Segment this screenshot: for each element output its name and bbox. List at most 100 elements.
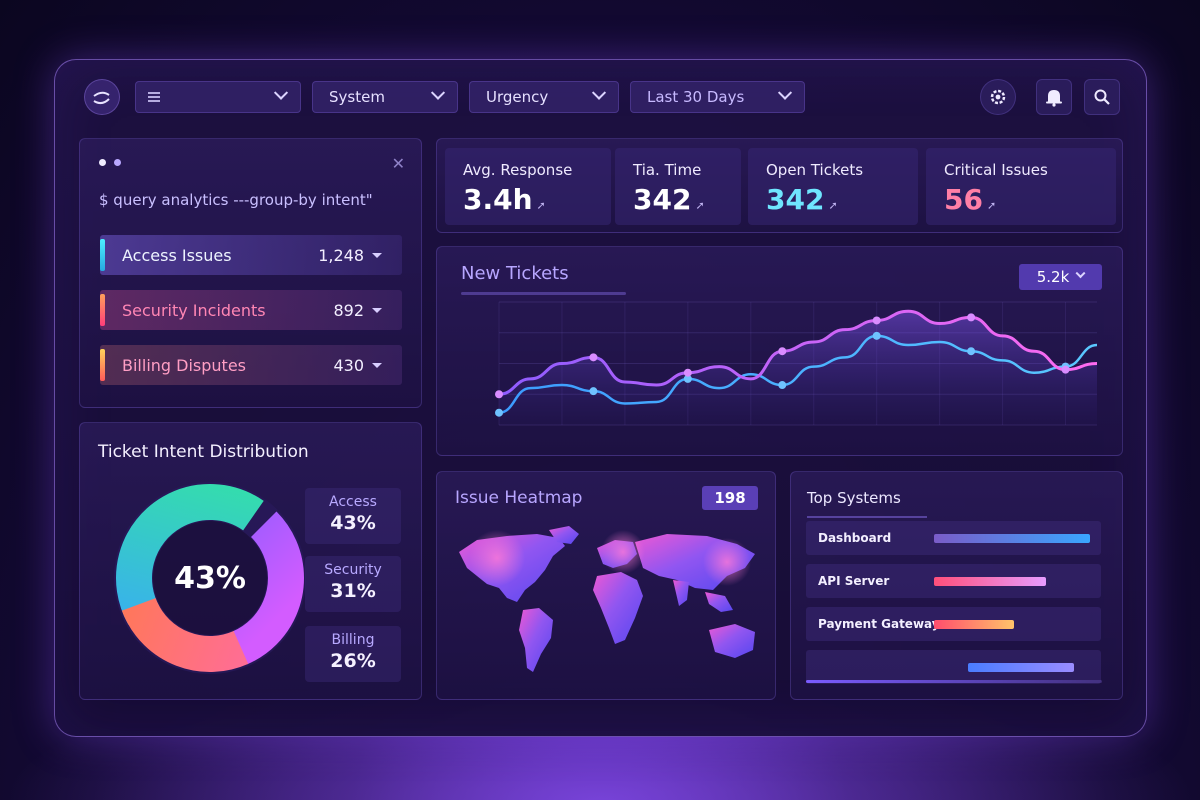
continent-southeast-asia[interactable]	[705, 592, 733, 612]
intent-row-security[interactable]: Security Incidents 892	[100, 290, 402, 330]
donut-chart: 43%	[110, 478, 310, 678]
data-point	[778, 381, 787, 390]
intent-name: Access Issues	[122, 245, 232, 265]
close-icon[interactable]: ✕	[391, 154, 405, 173]
legend-label: Security	[324, 562, 382, 578]
kpi-strip: Avg. Response 3.4h ➚ Tia. Time 342 ➚ Open …	[436, 138, 1123, 233]
system-row-other[interactable]	[806, 650, 1101, 684]
data-point	[872, 331, 881, 340]
caret-down-icon	[372, 252, 382, 258]
chevron-down-icon	[430, 85, 446, 100]
urgency-dropdown-label: Urgency	[486, 88, 549, 106]
kpi-value: 3.4h ➚	[463, 183, 546, 216]
intent-distribution-panel: Ticket Intent Distribution 43% Access	[79, 422, 422, 700]
trend-icon: ➚	[536, 199, 546, 212]
kpi-avg-response[interactable]: Avg. Response 3.4h ➚	[445, 148, 611, 225]
kpi-critical-issues[interactable]: Critical Issues 56 ➚	[926, 148, 1116, 225]
intent-row-access[interactable]: Access Issues 1,248	[100, 235, 402, 275]
title-underline	[807, 516, 927, 518]
window-dot	[99, 159, 106, 166]
continent-greenland[interactable]	[549, 526, 579, 544]
system-name: Payment Gateway	[818, 617, 940, 631]
kpi-value: 342 ➚	[766, 183, 838, 216]
chart-total-badge[interactable]: 5.2k	[1019, 264, 1102, 290]
caret-down-icon	[372, 307, 382, 313]
data-point	[683, 368, 692, 377]
intent-row-billing[interactable]: Billing Disputes 430	[100, 345, 402, 385]
trend-icon: ➚	[695, 199, 705, 212]
system-dropdown-label: System	[329, 88, 385, 106]
intent-color-bar	[100, 294, 105, 326]
data-point	[495, 390, 503, 399]
kpi-label: Avg. Response	[463, 161, 573, 179]
system-row-payment-gateway[interactable]: Payment Gateway	[806, 607, 1101, 641]
system-dropdown[interactable]: System	[312, 81, 458, 113]
legend-label: Access	[329, 494, 377, 510]
chart-title: New Tickets	[461, 263, 569, 284]
trend-icon: ➚	[828, 199, 838, 212]
intent-name: Security Incidents	[122, 300, 266, 320]
issue-heatmap-panel: Issue Heatmap 198	[436, 471, 776, 700]
continent-south-america[interactable]	[519, 608, 553, 672]
kpi-resolution-time[interactable]: Tia. Time 342 ➚	[615, 148, 741, 225]
data-point	[589, 387, 598, 396]
search-icon	[1094, 89, 1110, 105]
system-bar	[968, 663, 1074, 672]
kpi-label: Tia. Time	[633, 161, 702, 179]
chevron-down-icon	[591, 85, 607, 100]
filter-dropdown[interactable]	[135, 81, 301, 113]
chevron-down-icon	[273, 85, 289, 100]
data-point	[967, 347, 976, 356]
chart-range-slider[interactable]	[461, 292, 626, 295]
panel-title: Ticket Intent Distribution	[98, 442, 309, 462]
search-button[interactable]	[1084, 79, 1120, 115]
window-dots	[99, 159, 121, 166]
system-row-api-server[interactable]: API Server	[806, 564, 1101, 598]
query-panel: ✕ $ query analytics ---group-by intent" …	[79, 138, 422, 408]
chevron-down-icon	[777, 85, 793, 100]
system-row-dashboard[interactable]: Dashboard	[806, 521, 1101, 555]
donut-center-value: 43%	[174, 560, 246, 596]
system-bar	[934, 620, 1014, 629]
window-dot	[114, 159, 121, 166]
chevron-down-icon	[1075, 267, 1086, 278]
legend-item-billing: Billing 26%	[305, 626, 401, 682]
data-point	[589, 353, 598, 362]
donut-segment-security[interactable]	[110, 478, 310, 678]
new-tickets-chart	[495, 301, 1098, 426]
systems-scroll-track[interactable]	[806, 680, 1102, 683]
system-bar	[934, 534, 1090, 543]
kpi-open-tickets[interactable]: Open Tickets 342 ➚	[748, 148, 918, 225]
legend-item-access: Access 43%	[305, 488, 401, 544]
panel-title: Issue Heatmap	[455, 488, 583, 508]
continent-india[interactable]	[673, 580, 689, 606]
data-point	[967, 313, 976, 322]
intent-color-bar	[100, 239, 105, 271]
settings-button[interactable]	[980, 79, 1016, 115]
chart-total-value: 5.2k	[1036, 268, 1070, 286]
continent-africa[interactable]	[593, 572, 643, 644]
data-point	[1061, 365, 1070, 374]
legend-label: Billing	[331, 632, 375, 648]
world-map[interactable]	[437, 472, 777, 701]
intent-color-bar	[100, 349, 105, 381]
top-systems-panel: Top Systems Dashboard API Server Payment…	[790, 471, 1123, 700]
legend-value: 43%	[330, 512, 376, 534]
urgency-dropdown[interactable]: Urgency	[469, 81, 619, 113]
data-point	[495, 408, 503, 417]
intent-count: 892	[333, 300, 364, 320]
date-range-label: Last 30 Days	[647, 88, 745, 106]
logo-button[interactable]	[84, 79, 120, 115]
kpi-value: 56 ➚	[944, 183, 997, 216]
intent-count: 430	[333, 355, 364, 375]
notifications-button[interactable]	[1036, 79, 1072, 115]
query-command: $ query analytics ---group-by intent"	[99, 191, 373, 209]
continent-australia[interactable]	[709, 624, 755, 658]
series-area	[499, 311, 1097, 425]
date-range-dropdown[interactable]: Last 30 Days	[630, 81, 805, 113]
system-name: Dashboard	[818, 531, 892, 545]
filter-icon	[148, 92, 160, 102]
bell-icon	[1046, 90, 1062, 107]
legend-value: 26%	[330, 650, 376, 672]
heatmap-count-badge[interactable]: 198	[702, 486, 758, 510]
